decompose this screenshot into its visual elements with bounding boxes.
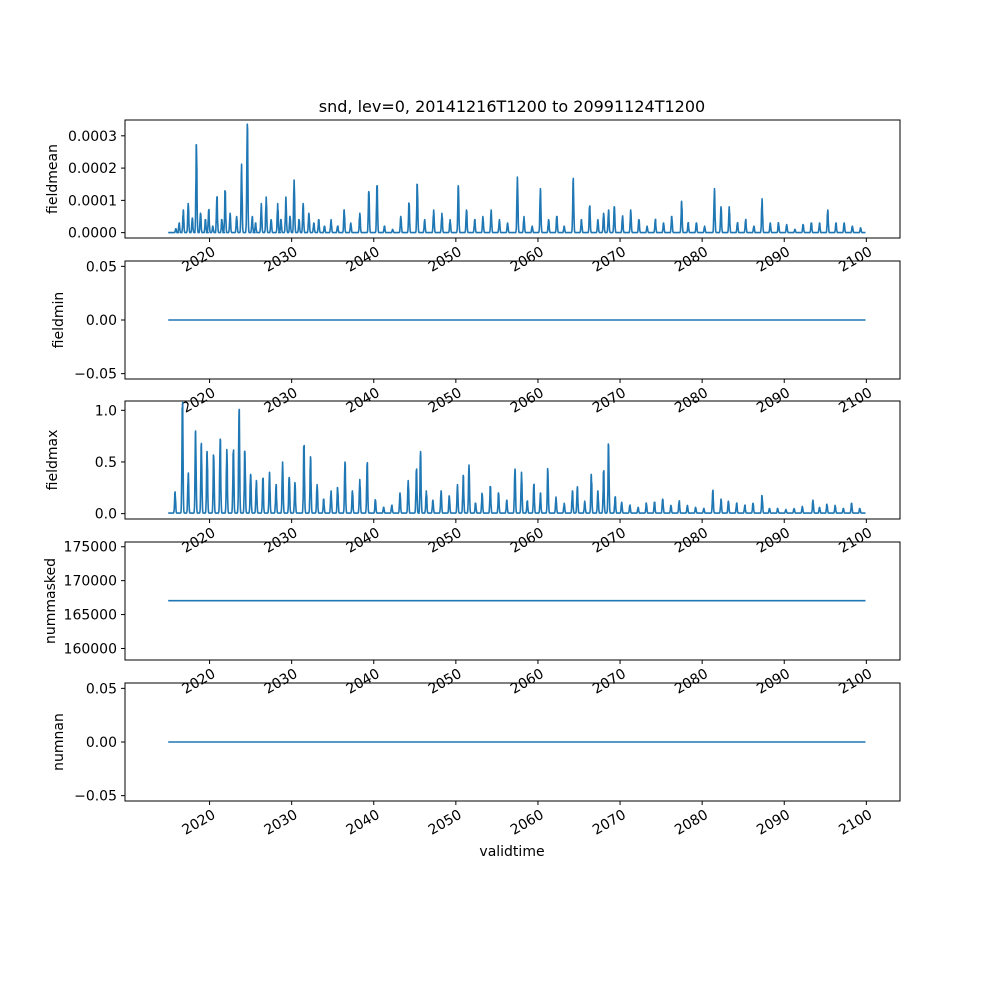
subplot-nummasked: 160000 165000 170000 175000 2020 2030 2040 2050… xyxy=(43,540,901,698)
x-tick-label: 2070 xyxy=(590,525,629,557)
y-tick-label: −0.05 xyxy=(74,789,117,805)
subplot-fieldmean: 0.0000 0.0001 0.0002 0.0003 2020 2030 2040 2050… xyxy=(45,119,901,276)
x-axis-label: validtime xyxy=(479,844,544,860)
subplot-numnan: −0.05 0.00 0.05 2020 2030 2040 2050 2060 2070 208… xyxy=(51,681,901,839)
x-tick-label: 2050 xyxy=(426,807,465,839)
y-axis-label: fieldmin xyxy=(51,292,67,349)
x-tick-label: 2090 xyxy=(754,666,793,698)
x-tick-label: 2020 xyxy=(179,525,218,557)
series-line-fieldmean xyxy=(168,123,866,234)
y-tick-label: 0.0003 xyxy=(68,129,117,145)
y-tick-label: 0.0002 xyxy=(68,161,117,177)
x-tick-label: 2100 xyxy=(836,244,875,276)
x-tick-label: 2020 xyxy=(179,244,218,276)
x-tick-label: 2070 xyxy=(590,666,629,698)
x-tick-label: 2090 xyxy=(754,807,793,839)
x-tick-label: 2100 xyxy=(836,807,875,839)
y-tick-label: 0.0 xyxy=(95,507,117,523)
x-tick-label: 2060 xyxy=(508,807,547,839)
y-tick-label: 0.00 xyxy=(86,735,117,751)
subplot-fieldmax: 0.0 0.5 1.0 2020 2030 2040 2050 2060 2070 2080 209… xyxy=(45,400,901,557)
x-tick-label: 2040 xyxy=(344,807,383,839)
y-tick-label: 170000 xyxy=(64,574,117,590)
x-tick-label: 2100 xyxy=(836,525,875,557)
axes-frame xyxy=(124,541,901,661)
y-tick-label: 0.00 xyxy=(86,313,117,329)
y-tick-label: 0.0000 xyxy=(68,226,117,242)
x-tick-label: 2060 xyxy=(508,666,547,698)
x-tick-label: 2080 xyxy=(672,807,711,839)
axes-frame xyxy=(124,119,901,239)
y-axis-label: nummasked xyxy=(43,558,59,644)
y-tick-label: 0.05 xyxy=(86,259,117,275)
x-tick-label: 2040 xyxy=(344,244,383,276)
y-tick-label: 0.0001 xyxy=(68,193,117,209)
x-tick-label: 2040 xyxy=(344,666,383,698)
chart-title: snd, lev=0, 20141216T1200 to 20991124T12… xyxy=(319,97,705,116)
x-tick-label: 2080 xyxy=(672,666,711,698)
x-tick-label: 2030 xyxy=(262,244,301,276)
y-axis-label: numnan xyxy=(51,713,67,771)
y-axis-label: fieldmean xyxy=(45,144,61,214)
y-tick-label: 160000 xyxy=(64,641,117,657)
x-tick-label: 2070 xyxy=(590,244,629,276)
x-tick-label: 2030 xyxy=(262,807,301,839)
x-tick-label: 2050 xyxy=(426,525,465,557)
axes-frame xyxy=(124,400,901,520)
x-tick-label: 2030 xyxy=(262,666,301,698)
series-line-fieldmax xyxy=(168,401,866,514)
x-tick-label: 2080 xyxy=(672,525,711,557)
y-tick-label: 1.0 xyxy=(95,403,117,419)
x-tick-label: 2070 xyxy=(590,807,629,839)
x-tick-label: 2100 xyxy=(836,666,875,698)
y-tick-label: 165000 xyxy=(64,608,117,624)
y-tick-label: 0.5 xyxy=(95,455,117,471)
y-axis-label: fieldmax xyxy=(45,430,61,491)
y-tick-label: 175000 xyxy=(64,540,117,556)
x-tick-label: 2060 xyxy=(508,244,547,276)
x-tick-label: 2090 xyxy=(754,244,793,276)
x-tick-label: 2040 xyxy=(344,525,383,557)
y-tick-label: −0.05 xyxy=(74,367,117,383)
x-tick-label: 2020 xyxy=(179,807,218,839)
y-tick-label: 0.05 xyxy=(86,681,117,697)
x-tick-label: 2080 xyxy=(672,244,711,276)
x-tick-label: 2050 xyxy=(426,666,465,698)
x-tick-label: 2090 xyxy=(754,525,793,557)
x-tick-label: 2060 xyxy=(508,525,547,557)
x-tick-label: 2050 xyxy=(426,244,465,276)
x-tick-label: 2020 xyxy=(179,666,218,698)
x-tick-label: 2030 xyxy=(262,525,301,557)
